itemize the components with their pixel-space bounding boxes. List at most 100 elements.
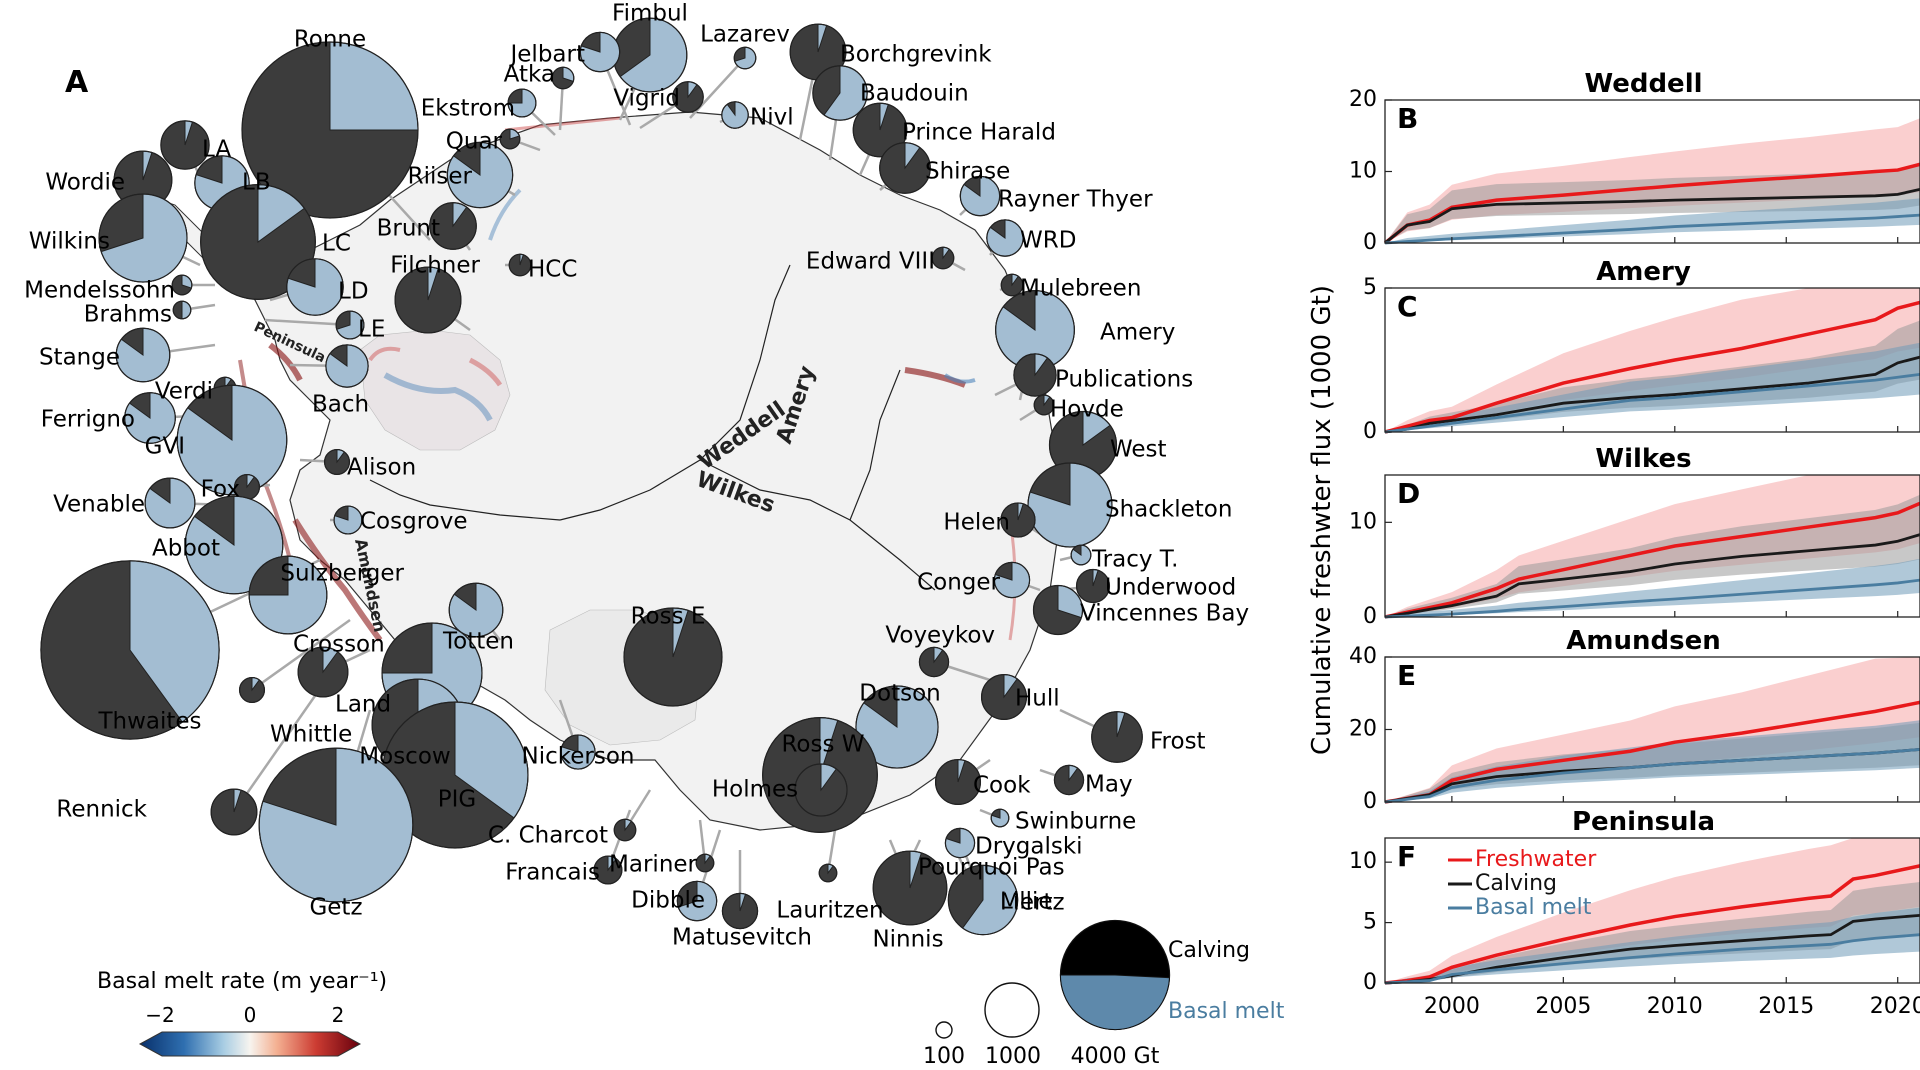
ice-shelf-pie bbox=[1053, 764, 1085, 796]
ice-shelf-pie bbox=[812, 65, 868, 121]
x-tick-label: 2020 bbox=[1870, 994, 1920, 1019]
pie-basal-slice bbox=[329, 41, 419, 131]
y-tick-label: 5 bbox=[1363, 910, 1377, 935]
ice-shelf-pie bbox=[507, 88, 537, 118]
pie-outline bbox=[333, 505, 363, 535]
ice-shelf-pie bbox=[872, 850, 948, 926]
ice-shelf-pie bbox=[695, 853, 715, 873]
pie-outline bbox=[1070, 544, 1092, 566]
ice-shelf-label: Thwaites bbox=[97, 709, 201, 735]
ice-shelf-label: Lazarev bbox=[700, 22, 790, 48]
freshwater-line bbox=[1384, 300, 1920, 434]
ice-shelf-pie bbox=[286, 258, 344, 316]
ice-shelf-pie bbox=[551, 66, 575, 90]
pie-outline bbox=[560, 734, 596, 770]
drainage-divides bbox=[369, 264, 936, 591]
pie-outline bbox=[855, 685, 939, 769]
ice-shelf-label: Holmes bbox=[712, 777, 798, 803]
ice-shelf-pie bbox=[959, 175, 1001, 217]
colorbar-tick: 0 bbox=[244, 1003, 257, 1027]
ice-shelf-pie bbox=[1027, 462, 1113, 548]
panel-title: Peninsula bbox=[1572, 807, 1715, 837]
ice-shelf-label: Ferrigno bbox=[41, 407, 135, 433]
ice-shelf-pie bbox=[325, 344, 369, 388]
panel-title: Weddell bbox=[1584, 69, 1702, 99]
ice-shelf-pie bbox=[172, 300, 192, 320]
ice-shelf-label: Ronne bbox=[294, 27, 366, 53]
pie-outline bbox=[733, 46, 757, 70]
ice-shelf-pie bbox=[918, 646, 950, 678]
ice-shelf-label: LB bbox=[242, 170, 271, 196]
pie-outline bbox=[794, 763, 848, 817]
ice-shelf-label: Borchgrevink bbox=[840, 42, 992, 68]
y-axis-label: Cumulative freshwter flux (1000 Gt) bbox=[1307, 285, 1337, 755]
pie-outline bbox=[40, 560, 220, 740]
panel-b: Weddell 0 10 20 B bbox=[1349, 69, 1920, 255]
ice-shelf-label: Crosson bbox=[293, 632, 385, 658]
ice-shelf-pie bbox=[200, 184, 316, 300]
pie-size-legend: 100 1000 4000 Gt Calving Basal melt bbox=[923, 919, 1285, 1069]
ice-shelf-label: Land bbox=[335, 692, 391, 718]
ice-shelf-label: Jelbart bbox=[509, 42, 586, 68]
ice-shelf-pie bbox=[1075, 568, 1111, 604]
ice-shelf-pie bbox=[1000, 502, 1036, 538]
panel-letter: B bbox=[1397, 102, 1418, 135]
ice-shelf-pie bbox=[171, 274, 193, 296]
ice-shelf-label: LC bbox=[322, 231, 351, 257]
ice-shelf-label: Ross E bbox=[631, 604, 706, 630]
pie-outline bbox=[918, 646, 950, 678]
pie-outline bbox=[115, 327, 171, 383]
uncertainty-band bbox=[1385, 494, 1920, 617]
ice-shelf-label: Francais bbox=[505, 860, 600, 886]
ice-shelf-label: Bach bbox=[312, 392, 369, 418]
ice-shelf-label: Moscow bbox=[359, 744, 450, 770]
ice-shelf-label: Matusevitch bbox=[672, 925, 812, 951]
time-series-panels: Weddell01020BAmery05CWilkes010DAmundsen0… bbox=[1349, 69, 1920, 1019]
ice-shelf-pie bbox=[993, 561, 1031, 599]
freshwater-line bbox=[1384, 501, 1920, 619]
freshwater-line bbox=[1384, 864, 1920, 985]
ice-shelf-label: Prince Harald bbox=[902, 120, 1056, 146]
ice-shelf-label: PIG bbox=[438, 787, 476, 813]
ice-shelf-pie bbox=[241, 41, 419, 219]
ice-shelf-label: Getz bbox=[309, 895, 362, 921]
ice-shelf-pie bbox=[980, 673, 1028, 721]
ice-shelf-label: West bbox=[1110, 437, 1167, 463]
pie-outline bbox=[429, 202, 477, 250]
panel-letter: C bbox=[1397, 290, 1418, 323]
colorbar-bar bbox=[138, 1031, 362, 1057]
ice-shelf-pie bbox=[499, 128, 521, 150]
ice-shelf-pie bbox=[160, 120, 210, 170]
ice-shelf-pie bbox=[448, 582, 504, 638]
pie-outline bbox=[144, 477, 196, 529]
ice-shelf-label: Amery bbox=[1100, 320, 1175, 346]
ice-shelf-label: Alison bbox=[347, 455, 416, 481]
ice-shelf-pie bbox=[947, 864, 1019, 936]
ice-shelf-label: Verdi bbox=[155, 379, 213, 405]
ice-shelf-label: Swinburne bbox=[1015, 809, 1136, 835]
y-tick-label: 20 bbox=[1349, 717, 1377, 742]
ice-shelf-pie bbox=[508, 253, 532, 277]
pie-outline bbox=[993, 561, 1031, 599]
ice-shelf-pie bbox=[1013, 353, 1057, 397]
ice-shelf-label: Publications bbox=[1055, 367, 1193, 393]
ice-shelf-label: Pourquoi Pas bbox=[918, 855, 1065, 881]
ice-shelf-pie bbox=[40, 560, 220, 740]
ice-shelf-pie bbox=[1033, 394, 1055, 416]
pie-outline bbox=[1091, 711, 1143, 763]
pie-outline bbox=[98, 193, 188, 283]
y-tick-label: 5 bbox=[1363, 275, 1377, 300]
ice-shelf-label: Conger bbox=[917, 570, 1000, 596]
ice-shelf-label: Sulzberger bbox=[280, 561, 404, 587]
ice-shelf-label: GVI bbox=[145, 434, 185, 460]
ice-shelf-pie bbox=[995, 290, 1075, 370]
panel-c: Amery 0 5C bbox=[1363, 257, 1920, 444]
ice-shelf-label: Drygalski bbox=[975, 834, 1083, 860]
basal-melt-line bbox=[1384, 213, 1920, 245]
x-tick-label: 2000 bbox=[1424, 994, 1480, 1019]
colorbar-title: Basal melt rate (m year⁻¹) bbox=[97, 969, 387, 994]
ice-shelf-pie bbox=[335, 310, 365, 340]
ice-shelf-label: HCC bbox=[528, 257, 577, 283]
ice-shelf-pie bbox=[721, 892, 759, 930]
